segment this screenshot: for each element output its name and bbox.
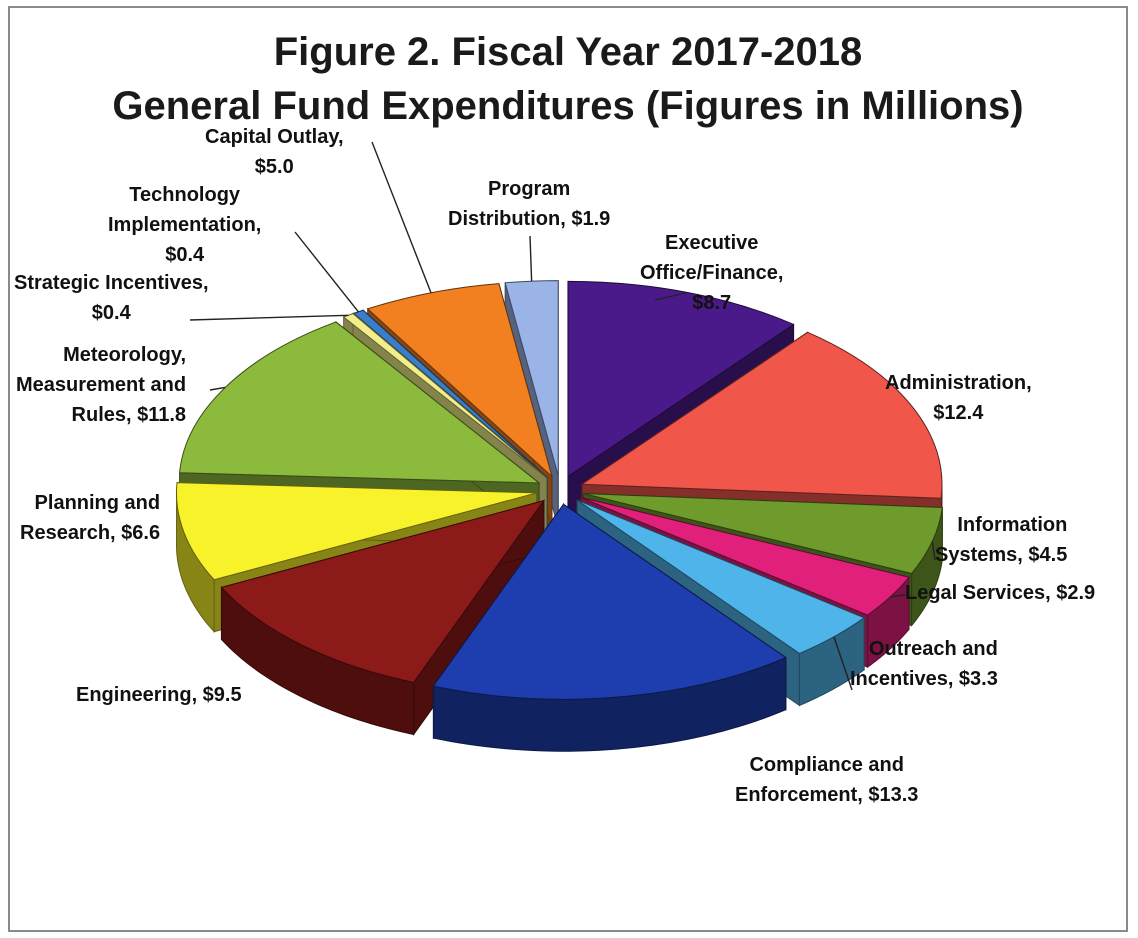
leader-line [529, 235, 533, 282]
data-label-engineering: Engineering, $9.5 [76, 684, 242, 706]
pie-slice-top [179, 321, 541, 484]
leader-line [654, 291, 688, 301]
data-label-information: Information Systems, $4.5 [935, 514, 1068, 566]
data-label-planning: Planning and Research, $6.6 [20, 492, 161, 544]
data-label-executive: Executive Office/Finance, $8.7 [640, 232, 784, 314]
leader-line [189, 314, 349, 321]
data-label-technology: Technology Implementation, $0.4 [108, 184, 262, 266]
data-label-capital: Capital Outlay, $5.0 [205, 126, 344, 178]
leader-line [209, 386, 226, 391]
pie-slice-top [576, 499, 866, 655]
data-label-strategic: Strategic Incentives, $0.4 [14, 272, 209, 324]
data-label-administration: Administration, $12.4 [885, 372, 1032, 424]
leader-line [931, 541, 936, 561]
leader-line [294, 231, 359, 313]
pie-slice-top [342, 313, 548, 479]
pie-slice-top [432, 503, 787, 700]
pie-slice-compliance-and-enforcement [432, 502, 787, 752]
pie-slice-top [580, 496, 910, 616]
pie-slice-top [580, 331, 943, 499]
pie-slice-top [366, 283, 553, 478]
data-label-outreach: Outreach and Incentives, $3.3 [850, 638, 998, 690]
data-label-legal: Legal Services, $2.9 [905, 582, 1096, 604]
pie-slice-top [176, 482, 537, 581]
leader-line [890, 594, 906, 598]
pie-slice-top [220, 499, 546, 684]
data-label-program: Program Distribution, $1.9 [448, 178, 611, 230]
data-label-meteorology: Meteorology, Measurement and Rules, $11.8 [16, 344, 187, 426]
leader-line [833, 636, 853, 691]
leader-line [371, 141, 432, 294]
data-label-compliance: Compliance and Enforcement, $13.3 [735, 754, 919, 806]
chart-title: Figure 2. Fiscal Year 2017-2018 [273, 30, 863, 74]
chart-subtitle: General Fund Expenditures (Figures in Mi… [112, 84, 1024, 128]
